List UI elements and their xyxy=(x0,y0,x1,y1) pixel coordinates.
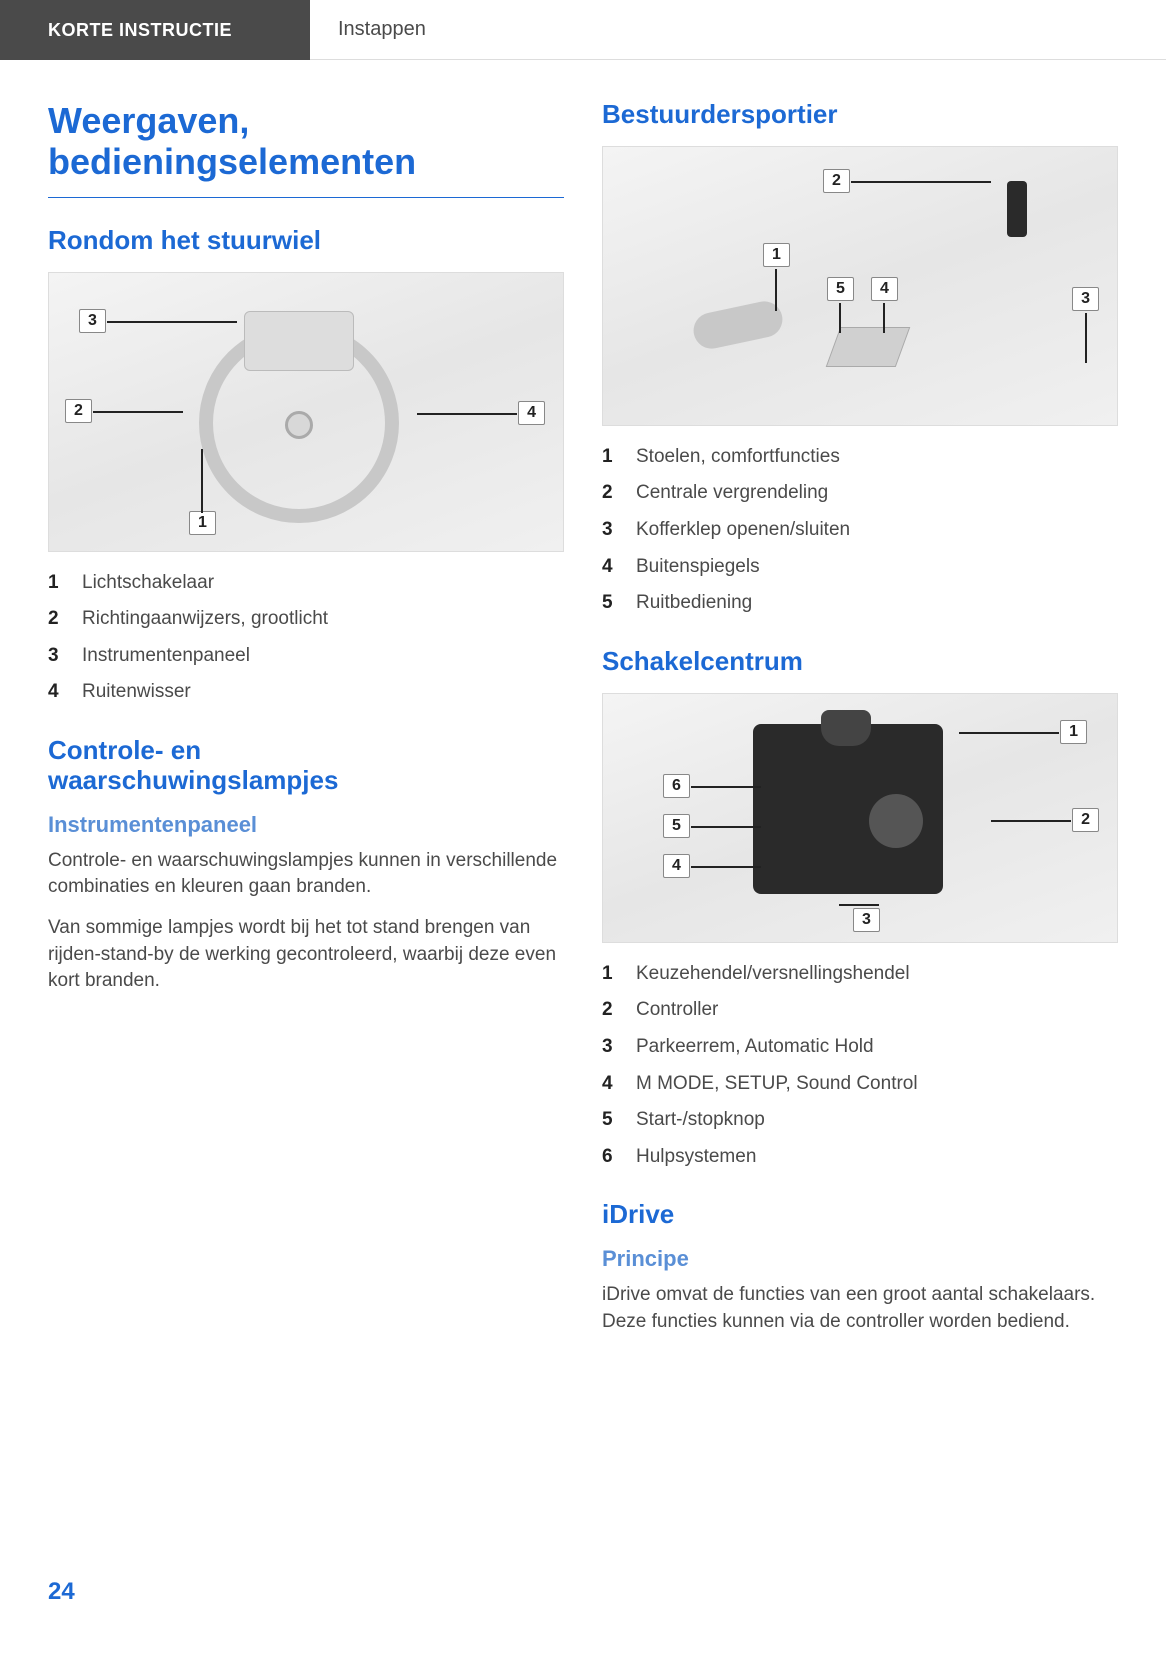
subheading-principe: Principe xyxy=(602,1246,1118,1272)
legend-item: 4M MODE, SETUP, Sound Control xyxy=(602,1071,1118,1098)
figure-label: 1 xyxy=(1060,720,1087,744)
heading-controle-waarschuwing: Controle- en waarschuwingslampjes xyxy=(48,736,564,796)
figure-label: 4 xyxy=(518,401,545,425)
legend-item: 5Start-/stopknop xyxy=(602,1107,1118,1134)
legend-item: 1Keuzehendel/versnellingshendel xyxy=(602,961,1118,988)
title-line2: bedieningselementen xyxy=(48,141,416,182)
page: KORTE INSTRUCTIE Instappen Weergaven, be… xyxy=(0,0,1166,1654)
figure-label: 4 xyxy=(663,854,690,878)
figure-label: 2 xyxy=(1072,808,1099,832)
title-line1: Weergaven, xyxy=(48,100,249,141)
figure-label: 4 xyxy=(871,277,898,301)
heading-schakelcentrum: Schakelcentrum xyxy=(602,647,1118,677)
left-column: Weergaven, bedieningselementen Rondom he… xyxy=(48,100,564,1349)
figure-label: 6 xyxy=(663,774,690,798)
page-title: Weergaven, bedieningselementen xyxy=(48,100,564,198)
figure-label: 2 xyxy=(65,399,92,423)
legend-item: 6Hulpsystemen xyxy=(602,1144,1118,1171)
header-section: KORTE INSTRUCTIE xyxy=(0,0,310,60)
figure-label: 1 xyxy=(763,243,790,267)
right-column: Bestuurdersportier 1 2 3 4 5 1Stoelen, c… xyxy=(602,100,1118,1349)
legend-center-console: 1Keuzehendel/versnellingshendel 2Control… xyxy=(602,961,1118,1171)
legend-item: 1Lichtschakelaar xyxy=(48,570,564,597)
legend-item: 2Centrale vergrendeling xyxy=(602,480,1118,507)
legend-item: 3Instrumentenpaneel xyxy=(48,643,564,670)
heading-rondom-stuurwiel: Rondom het stuurwiel xyxy=(48,226,564,256)
subheading-instrumentenpaneel: Instrumentenpaneel xyxy=(48,812,564,838)
content-columns: Weergaven, bedieningselementen Rondom he… xyxy=(0,60,1166,1349)
figure-label: 5 xyxy=(827,277,854,301)
legend-steering-wheel: 1Lichtschakelaar 2Richtingaanwijzers, gr… xyxy=(48,570,564,706)
legend-item: 4Ruitenwisser xyxy=(48,679,564,706)
legend-driver-door: 1Stoelen, comfortfuncties 2Centrale verg… xyxy=(602,444,1118,617)
page-header: KORTE INSTRUCTIE Instappen xyxy=(0,0,1166,60)
figure-label: 2 xyxy=(823,169,850,193)
figure-label: 3 xyxy=(79,309,106,333)
figure-label: 5 xyxy=(663,814,690,838)
paragraph: iDrive omvat de functies van een groot a… xyxy=(602,1282,1118,1335)
figure-steering-wheel: 3 2 1 4 xyxy=(48,272,564,552)
legend-item: 3Kofferklep openen/sluiten xyxy=(602,517,1118,544)
paragraph: Van sommige lampjes wordt bij het tot st… xyxy=(48,915,564,995)
paragraph: Controle- en waarschuwingslampjes kunnen… xyxy=(48,848,564,901)
legend-item: 2Richtingaanwijzers, grootlicht xyxy=(48,606,564,633)
figure-label: 3 xyxy=(1072,287,1099,311)
page-number: 24 xyxy=(48,1578,75,1606)
legend-item: 4Buitenspiegels xyxy=(602,554,1118,581)
header-subsection: Instappen xyxy=(310,0,1166,60)
legend-item: 3Parkeerrem, Automatic Hold xyxy=(602,1034,1118,1061)
heading-bestuurdersportier: Bestuurdersportier xyxy=(602,100,1118,130)
legend-item: 2Controller xyxy=(602,997,1118,1024)
figure-label: 3 xyxy=(853,908,880,932)
legend-item: 5Ruitbediening xyxy=(602,590,1118,617)
figure-center-console: 1 2 3 4 5 6 xyxy=(602,693,1118,943)
figure-label: 1 xyxy=(189,511,216,535)
legend-item: 1Stoelen, comfortfuncties xyxy=(602,444,1118,471)
heading-idrive: iDrive xyxy=(602,1200,1118,1230)
figure-driver-door: 1 2 3 4 5 xyxy=(602,146,1118,426)
